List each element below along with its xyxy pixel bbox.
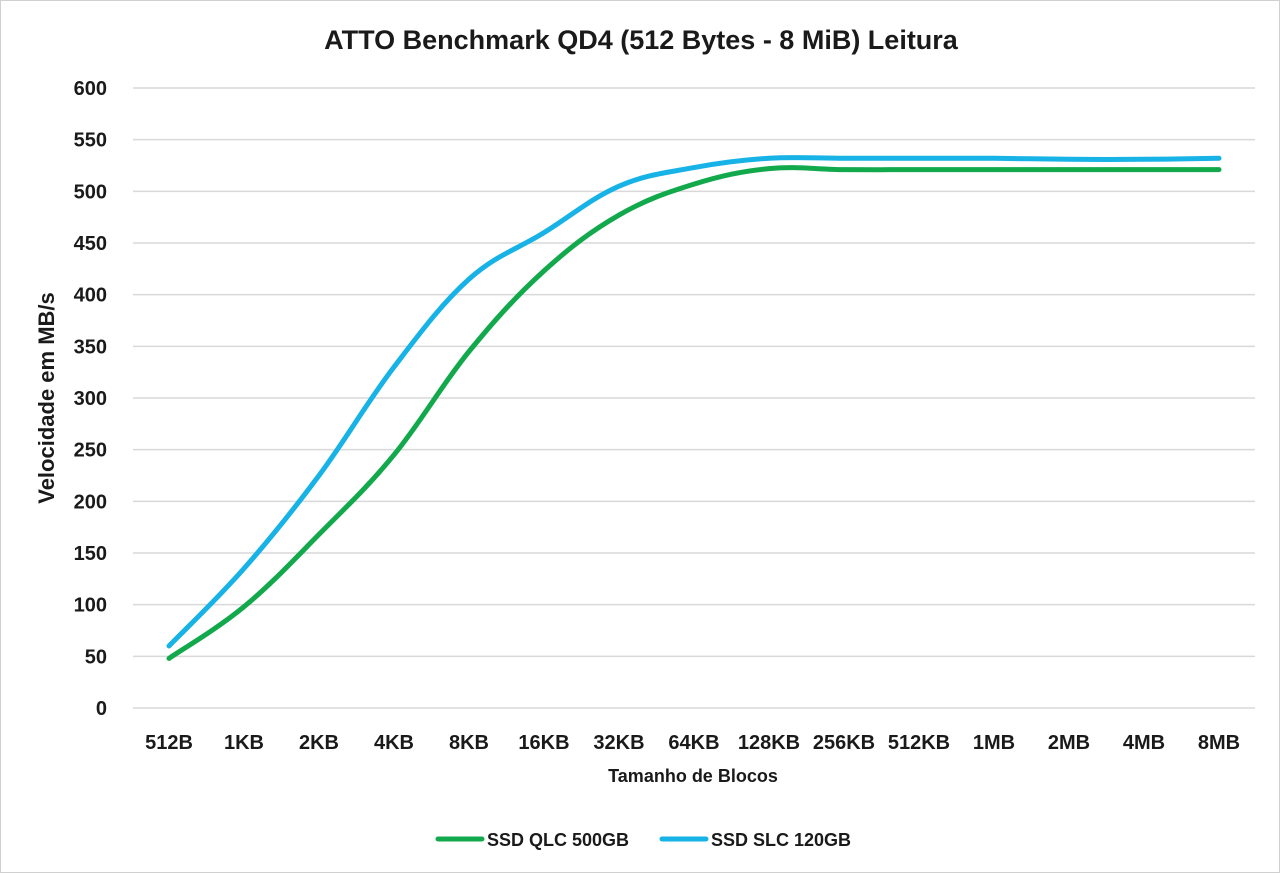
y-tick-label: 500 <box>74 181 107 203</box>
y-tick-label: 100 <box>74 595 107 617</box>
y-axis-ticks: 0 50 100 150 200 250 300 350 400 450 500 550 600 <box>74 78 107 720</box>
chart-title: ATTO Benchmark QD4 (512 Bytes - 8 MiB) L… <box>324 25 959 55</box>
legend-label: SSD QLC 500GB <box>487 830 629 850</box>
x-tick-label: 512B <box>145 732 193 754</box>
y-tick-label: 550 <box>74 130 107 152</box>
x-tick-label: 512KB <box>888 732 950 754</box>
legend: SSD QLC 500GB SSD SLC 120GB <box>435 830 851 850</box>
x-tick-label: 1KB <box>224 732 264 754</box>
x-axis-label: Tamanho de Blocos <box>608 766 778 786</box>
y-tick-label: 400 <box>74 285 107 307</box>
y-tick-label: 50 <box>85 646 107 668</box>
x-tick-label: 64KB <box>668 732 719 754</box>
series-lines <box>166 155 1222 661</box>
x-tick-label: 128KB <box>738 732 800 754</box>
x-tick-label: 4MB <box>1123 732 1165 754</box>
series-line-slc <box>166 155 1222 649</box>
x-tick-label: 2MB <box>1048 732 1090 754</box>
x-tick-label: 1MB <box>973 732 1015 754</box>
x-tick-label: 16KB <box>518 732 569 754</box>
x-tick-label: 32KB <box>593 732 644 754</box>
x-axis-ticks: 512B 1KB 2KB 4KB 8KB 16KB 32KB 64KB 128KB 256KB 51… <box>145 732 1240 754</box>
legend-label: SSD SLC 120GB <box>711 830 851 850</box>
y-tick-label: 350 <box>74 336 107 358</box>
y-axis-label: Velocidade em MB/s <box>34 292 59 504</box>
y-tick-label: 600 <box>74 78 107 100</box>
y-tick-label: 200 <box>74 491 107 513</box>
y-tick-label: 250 <box>74 440 107 462</box>
y-tick-label: 0 <box>96 698 107 720</box>
y-tick-label: 300 <box>74 388 107 410</box>
x-tick-label: 4KB <box>374 732 414 754</box>
x-tick-label: 256KB <box>813 732 875 754</box>
series-line-qlc <box>166 165 1222 661</box>
y-tick-label: 450 <box>74 233 107 255</box>
x-tick-label: 2KB <box>299 732 339 754</box>
gridlines <box>133 87 1255 709</box>
x-tick-label: 8KB <box>449 732 489 754</box>
x-tick-label: 8MB <box>1198 732 1240 754</box>
y-tick-label: 150 <box>74 543 107 565</box>
